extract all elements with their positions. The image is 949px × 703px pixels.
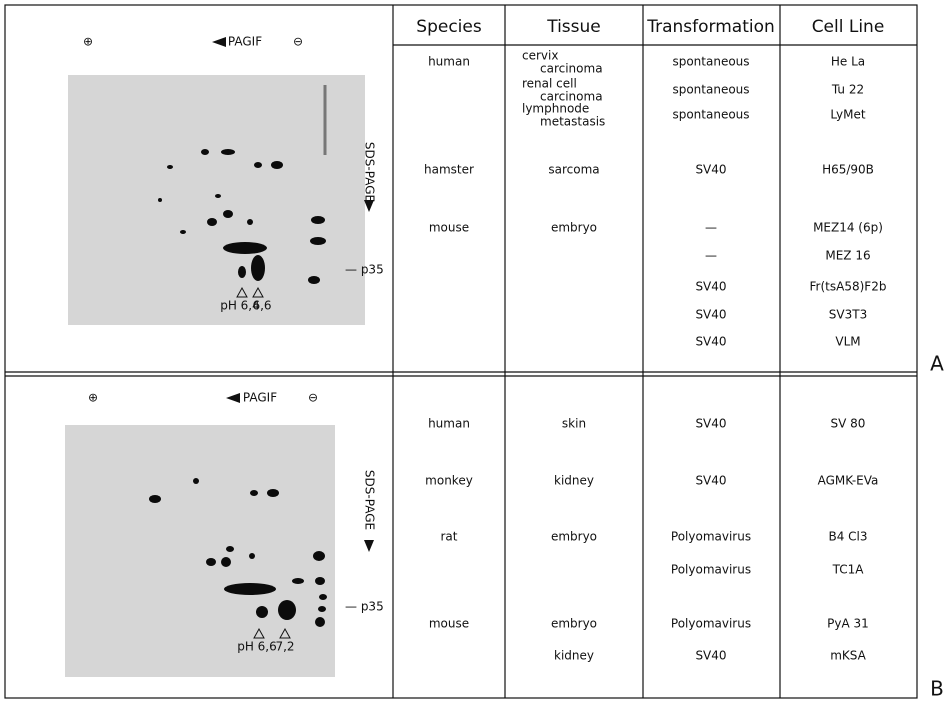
- column-header: Species: [416, 17, 482, 37]
- table-cell: TC1A: [832, 563, 865, 577]
- axis-label: PAGIF: [228, 35, 262, 49]
- table-cell: Fr(tsA58)F2b: [810, 280, 887, 294]
- table-cell: LyMet: [830, 108, 865, 122]
- charge-label: ⊖: [308, 391, 318, 405]
- table-cell: AGMK-EVa: [818, 474, 879, 488]
- table-cell: embryo: [551, 617, 597, 631]
- table-cell: SV40: [695, 649, 726, 663]
- arrow: [226, 393, 240, 403]
- table-cell: kidney: [554, 649, 594, 663]
- table-cell: SV40: [695, 335, 726, 349]
- table-cell: spontaneous: [672, 108, 749, 122]
- table-cell: SV40: [695, 308, 726, 322]
- table-cell: mKSA: [830, 649, 866, 663]
- table-cell: carcinoma: [540, 62, 603, 76]
- table-cell: mouse: [429, 221, 469, 235]
- charge-label: ⊕: [88, 391, 98, 405]
- gel-image: [68, 75, 365, 325]
- arrow: [364, 540, 374, 552]
- column-header: Transformation: [646, 17, 775, 37]
- table-cell: human: [428, 417, 470, 431]
- table-cell: PyA 31: [827, 617, 869, 631]
- table-cell: kidney: [554, 474, 594, 488]
- panel-label: B: [930, 677, 944, 701]
- table-cell: embryo: [551, 221, 597, 235]
- charge-label: ⊖: [293, 35, 303, 49]
- column-header: Cell Line: [812, 17, 885, 37]
- table-cell: SV40: [695, 163, 726, 177]
- table-cell: SV 80: [831, 417, 866, 431]
- table-cell: Tu 22: [831, 83, 864, 97]
- table-cell: spontaneous: [672, 83, 749, 97]
- axis-label: PAGIF: [243, 391, 277, 405]
- column-header: Tissue: [546, 17, 601, 37]
- table-cell: SV3T3: [829, 308, 867, 322]
- table-cell: rat: [441, 530, 458, 544]
- table-cell: MEZ14 (6p): [813, 221, 883, 235]
- axis-label: SDS-PAGE: [363, 142, 377, 202]
- axis-label: SDS-PAGE: [363, 470, 377, 530]
- table-cell: SV40: [695, 417, 726, 431]
- table-cell: H65/90B: [822, 163, 874, 177]
- marker-label: — p35: [345, 600, 384, 614]
- table-cell: SV40: [695, 474, 726, 488]
- table-cell: SV40: [695, 280, 726, 294]
- table-cell: lymphnode: [522, 102, 589, 116]
- table-cell: —: [705, 249, 717, 263]
- ph-label: 7,2: [275, 640, 294, 654]
- table-cell: embryo: [551, 530, 597, 544]
- charge-label: ⊕: [83, 35, 93, 49]
- marker-label: — p35: [345, 263, 384, 277]
- table-cell: Polyomavirus: [671, 563, 751, 577]
- table-cell: skin: [562, 417, 586, 431]
- table-cell: sarcoma: [548, 163, 599, 177]
- arrow: [212, 37, 226, 47]
- table-cell: cervix: [522, 49, 558, 63]
- table-cell: metastasis: [540, 115, 605, 129]
- table-cell: MEZ 16: [825, 249, 870, 263]
- table-cell: spontaneous: [672, 55, 749, 69]
- table-cell: hamster: [424, 163, 474, 177]
- figure: Species Tissue Transformation Cell Line A ⊕ PA…: [0, 0, 949, 703]
- panel-label: A: [930, 352, 944, 376]
- table-cell: VLM: [835, 335, 860, 349]
- table-cell: B4 Cl3: [828, 530, 867, 544]
- table-cell: mouse: [429, 617, 469, 631]
- table-cell: renal cell: [522, 77, 577, 91]
- table-cell: Polyomavirus: [671, 617, 751, 631]
- table-cell: Polyomavirus: [671, 530, 751, 544]
- ph-label: 6,6: [252, 299, 271, 313]
- table-cell: —: [705, 221, 717, 235]
- ph-label: pH 6,6: [237, 640, 277, 654]
- table-cell: human: [428, 55, 470, 69]
- table-cell: monkey: [425, 474, 473, 488]
- table-cell: He La: [831, 55, 865, 69]
